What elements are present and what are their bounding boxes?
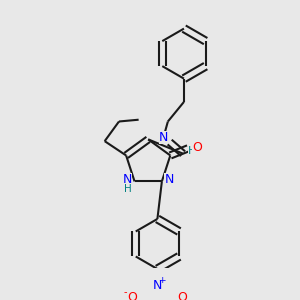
Text: O: O [128,291,137,300]
Text: N: N [153,279,162,292]
Text: O: O [192,141,202,154]
Text: N: N [159,131,168,144]
Text: H: H [124,184,131,194]
Text: +: + [158,276,166,285]
Text: H: H [188,146,196,156]
Text: -: - [124,287,127,297]
Text: N: N [123,173,132,186]
Text: O: O [178,291,188,300]
Text: N: N [164,173,174,186]
